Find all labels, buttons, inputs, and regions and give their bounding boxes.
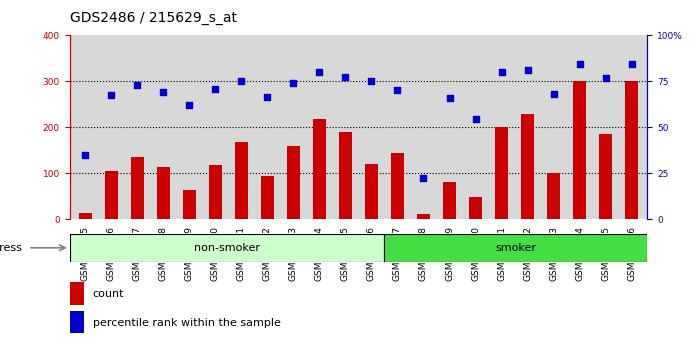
Bar [521, 114, 534, 219]
Bar [391, 153, 404, 219]
Point [548, 91, 559, 97]
Bar [104, 171, 118, 219]
Bar [495, 127, 508, 219]
Point [522, 67, 533, 73]
Bar [443, 182, 456, 219]
Bar [313, 119, 326, 219]
Bar [573, 81, 586, 219]
Bar [599, 134, 612, 219]
Text: stress: stress [0, 243, 23, 253]
Point [340, 74, 351, 80]
Bar [287, 146, 300, 219]
Point [392, 87, 403, 92]
Text: count: count [93, 289, 124, 299]
Point [209, 86, 221, 92]
Bar [625, 81, 638, 219]
Bar [339, 132, 352, 219]
Point [600, 75, 611, 81]
Bar [131, 157, 144, 219]
Point [574, 61, 585, 67]
Bar [209, 165, 222, 219]
Bar [235, 142, 248, 219]
Point [470, 116, 481, 122]
Text: non-smoker: non-smoker [194, 243, 260, 253]
Point [132, 82, 143, 87]
Bar [547, 173, 560, 219]
Text: GDS2486 / 215629_s_at: GDS2486 / 215629_s_at [70, 11, 237, 25]
Text: smoker: smoker [496, 243, 537, 253]
Bar [365, 164, 378, 219]
Point [262, 94, 273, 99]
Point [418, 175, 429, 181]
Bar [384, 234, 647, 262]
Bar [469, 198, 482, 219]
Bar [79, 212, 92, 219]
Bar [183, 189, 196, 219]
Bar [70, 234, 384, 262]
Point [79, 152, 90, 158]
Point [106, 92, 117, 98]
Text: percentile rank within the sample: percentile rank within the sample [93, 318, 280, 328]
Bar [417, 214, 430, 219]
Point [184, 103, 195, 108]
Bar [70, 282, 84, 305]
Point [366, 79, 377, 84]
Bar [70, 311, 84, 333]
Point [288, 80, 299, 86]
Point [626, 61, 638, 67]
Point [496, 69, 507, 75]
Point [158, 89, 169, 95]
Point [444, 95, 455, 101]
Bar [261, 176, 274, 219]
Point [314, 69, 325, 75]
Bar [157, 166, 170, 219]
Point [236, 79, 247, 84]
